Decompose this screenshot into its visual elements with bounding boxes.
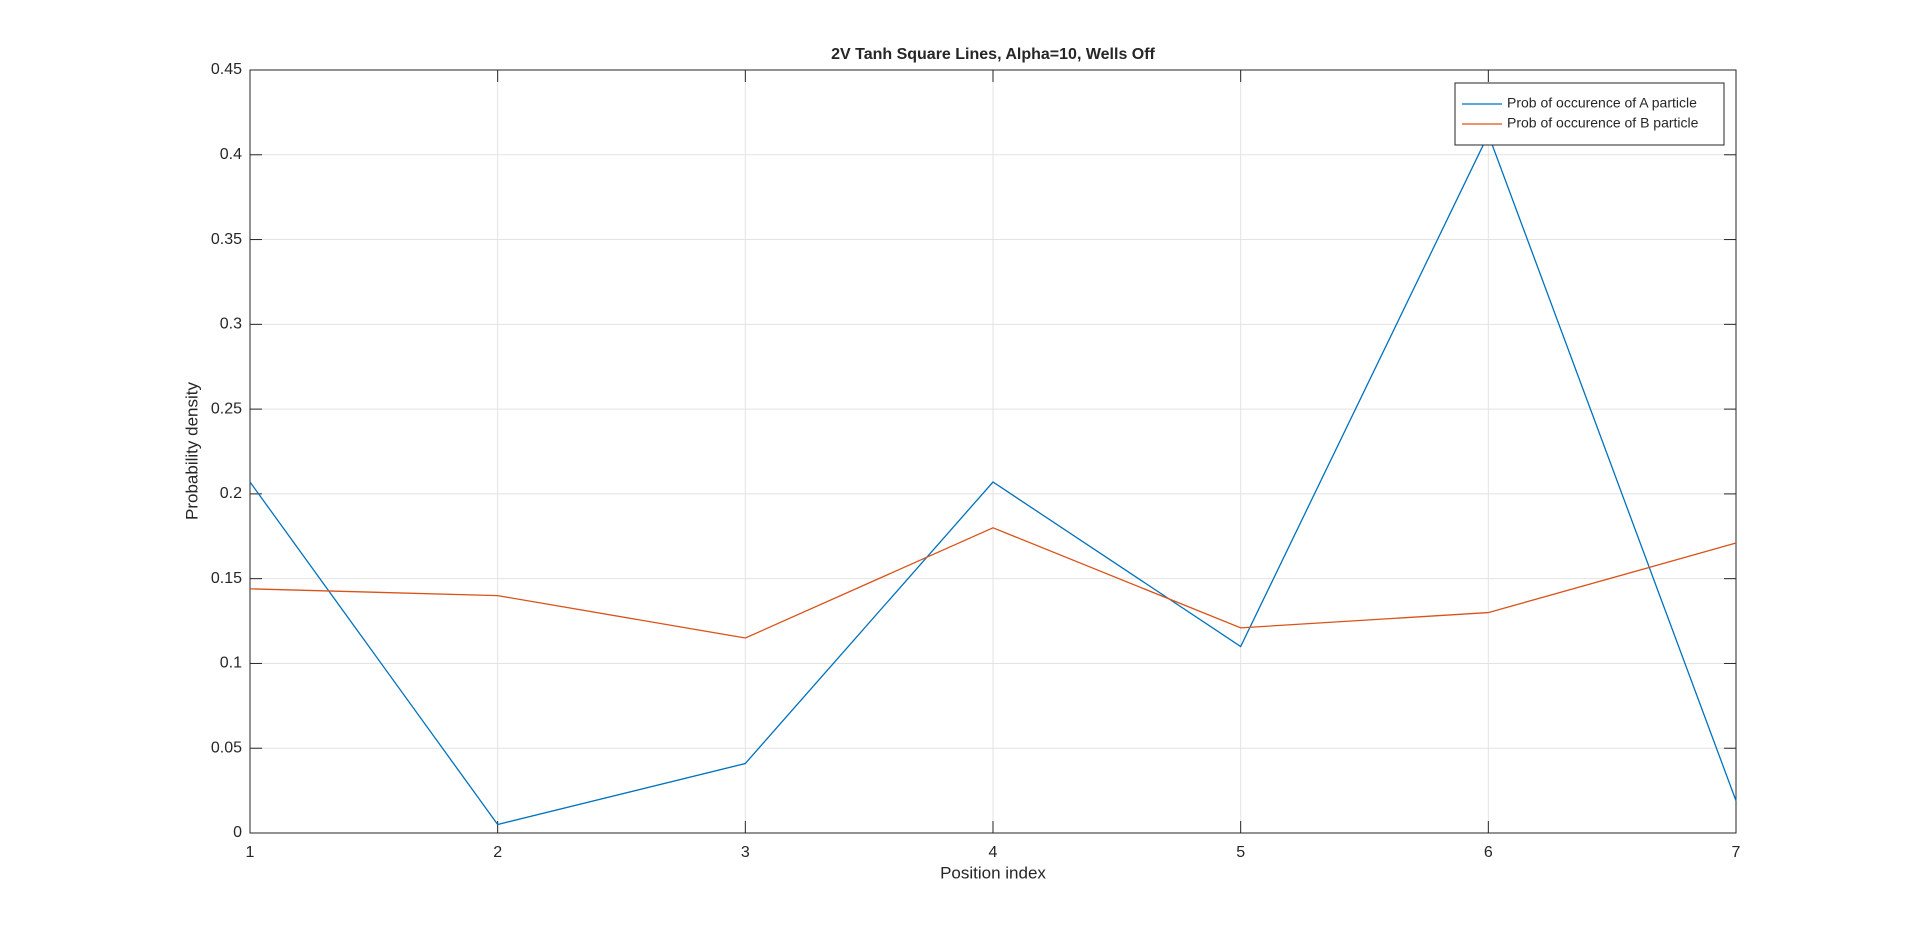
y-tick-label: 0.1 bbox=[220, 655, 242, 672]
x-tick-label: 7 bbox=[1732, 844, 1741, 861]
y-tick-label: 0.15 bbox=[211, 570, 242, 587]
x-tick-label: 4 bbox=[989, 844, 998, 861]
x-tick-label: 6 bbox=[1484, 844, 1493, 861]
data-line bbox=[249, 527, 1737, 639]
chart-title: 2V Tanh Square Lines, Alpha=10, Wells Of… bbox=[831, 46, 1155, 63]
y-tick-label: 0.45 bbox=[211, 61, 242, 78]
y-axis-label: Probability density bbox=[182, 382, 201, 520]
x-tick-label: 1 bbox=[246, 844, 255, 861]
legend-label: Prob of occurence of B particle bbox=[1507, 115, 1699, 131]
legend-box bbox=[1454, 82, 1725, 146]
plot-frame bbox=[249, 69, 1737, 834]
y-tick-label: 0 bbox=[233, 824, 242, 841]
y-tick-label: 0.05 bbox=[211, 739, 242, 756]
y-tick-label: 0.25 bbox=[211, 400, 242, 417]
y-tick-label: 0.2 bbox=[220, 485, 242, 502]
x-axis-label: Position index bbox=[940, 863, 1046, 882]
legend: Prob of occurence of A particle Prob of o… bbox=[1454, 82, 1725, 146]
x-tick-label: 5 bbox=[1236, 844, 1245, 861]
y-tick-label: 0.3 bbox=[220, 316, 242, 333]
x-tick-label: 3 bbox=[741, 844, 750, 861]
legend-label: Prob of occurence of A particle bbox=[1507, 95, 1697, 111]
x-tick-label: 2 bbox=[493, 844, 502, 861]
y-tick-label: 0.4 bbox=[220, 146, 242, 163]
y-tick-label: 0.35 bbox=[211, 231, 242, 248]
